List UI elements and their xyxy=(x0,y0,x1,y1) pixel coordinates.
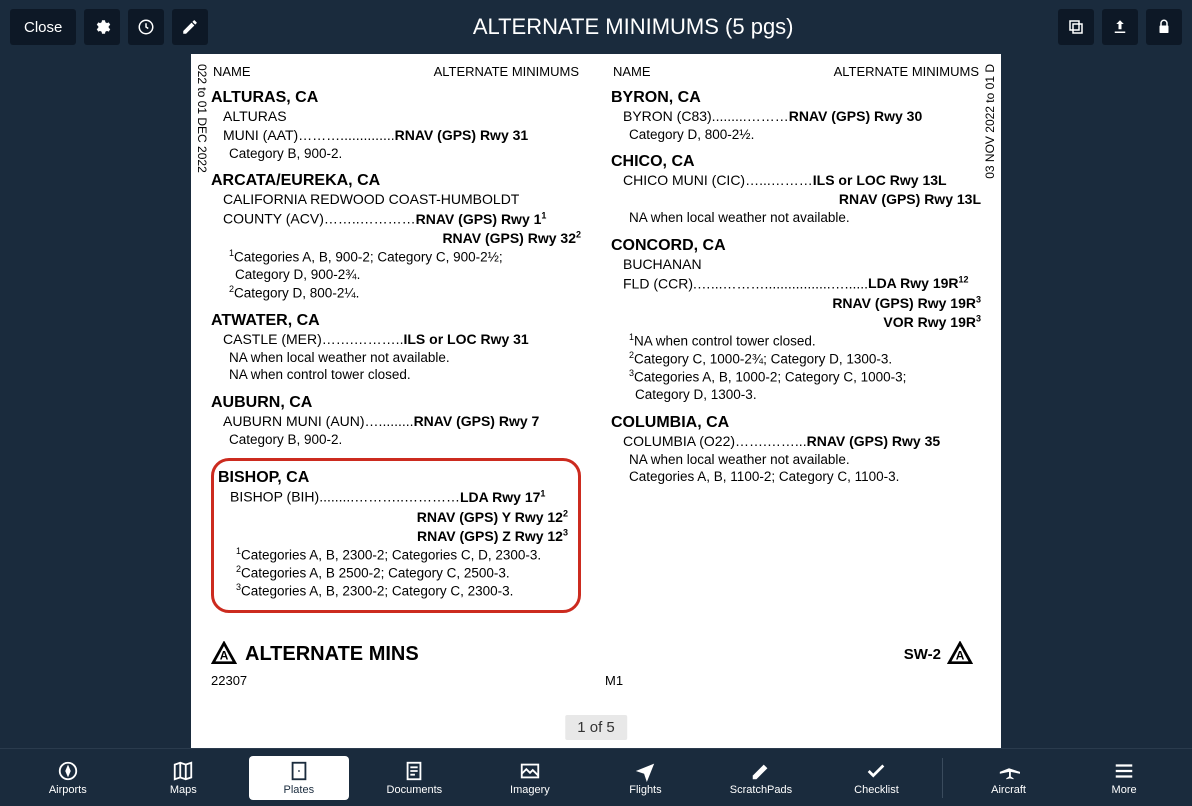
close-button[interactable]: Close xyxy=(10,9,76,45)
left-column: NAME ALTERNATE MINIMUMS ALTURAS, CA ALTUR… xyxy=(211,64,581,613)
tab-flights[interactable]: Flights xyxy=(595,756,695,800)
share-icon xyxy=(1111,18,1129,36)
bottom-nav: Airports Maps Plates Documents Imagery F… xyxy=(0,748,1192,806)
settings-button[interactable] xyxy=(84,9,120,45)
copy-button[interactable] xyxy=(1058,9,1094,45)
gear-icon xyxy=(93,18,111,36)
edit-button[interactable] xyxy=(172,9,208,45)
entry-arcata: ARCATA/EUREKA, CA CALIFORNIA REDWOOD COA… xyxy=(211,172,581,302)
aircraft-icon xyxy=(997,760,1021,782)
lock-icon xyxy=(1155,18,1173,36)
entry-byron: BYRON, CA BYRON (C83).........………RNAV (G… xyxy=(611,89,981,143)
col-name-label: NAME xyxy=(213,64,251,79)
check-icon xyxy=(864,760,888,782)
share-button[interactable] xyxy=(1102,9,1138,45)
tab-more[interactable]: More xyxy=(1074,756,1174,800)
clock-icon xyxy=(137,18,155,36)
map-icon xyxy=(171,760,195,782)
topbar: Close ALTERNATE MINIMUMS (5 pgs) xyxy=(0,0,1192,54)
history-button[interactable] xyxy=(128,9,164,45)
city-name: ALTURAS, CA xyxy=(211,89,581,107)
tab-plates[interactable]: Plates xyxy=(249,756,349,800)
tab-checklist[interactable]: Checklist xyxy=(826,756,926,800)
entry-alturas: ALTURAS, CA ALTURAS MUNI (AAT)……….......… xyxy=(211,89,581,162)
entry-columbia: COLUMBIA, CA COLUMBIA (O22)…….……...RNAV … xyxy=(611,414,981,486)
menu-icon xyxy=(1112,760,1136,782)
plates-icon xyxy=(287,760,311,782)
tab-imagery[interactable]: Imagery xyxy=(480,756,580,800)
document-viewer[interactable]: 022 to 01 DEC 2022 03 NOV 2022 to 01 D N… xyxy=(0,54,1192,748)
tab-aircraft[interactable]: Aircraft xyxy=(959,756,1059,800)
svg-text:A: A xyxy=(956,649,965,663)
documents-icon xyxy=(402,760,426,782)
triangle-a-icon: A xyxy=(947,641,973,667)
entry-bishop-highlighted: BISHOP, CA BISHOP (BIH).........………..………… xyxy=(211,458,581,613)
pencil-icon xyxy=(181,18,199,36)
date-range-left: 022 to 01 DEC 2022 xyxy=(195,64,209,173)
tab-scratchpads[interactable]: ScratchPads xyxy=(711,756,811,800)
plane-icon xyxy=(633,760,657,782)
page-title: ALTERNATE MINIMUMS (5 pgs) xyxy=(208,14,1058,40)
nav-divider xyxy=(942,758,943,798)
copy-icon xyxy=(1067,18,1085,36)
entry-chico: CHICO, CA CHICO MUNI (CIC)…...………ILS or … xyxy=(611,153,981,226)
entry-auburn: AUBURN, CA AUBURN MUNI (AUN)….........RN… xyxy=(211,394,581,448)
triangle-a-icon: A xyxy=(211,641,237,667)
page-indicator: 1 of 5 xyxy=(565,715,627,740)
svg-text:A: A xyxy=(220,649,229,663)
col-alt-label: ALTERNATE MINIMUMS xyxy=(434,64,579,79)
tab-airports[interactable]: Airports xyxy=(18,756,118,800)
entry-concord: CONCORD, CA BUCHANAN FLD (CCR).…...………..… xyxy=(611,237,981,404)
tab-documents[interactable]: Documents xyxy=(364,756,464,800)
entry-atwater: ATWATER, CA CASTLE (MER)…….………..ILS or L… xyxy=(211,312,581,384)
document-page: 022 to 01 DEC 2022 03 NOV 2022 to 01 D N… xyxy=(191,54,1001,748)
footer-codes: 22307 M1 xyxy=(211,673,981,688)
pencil-icon xyxy=(749,760,773,782)
lock-button[interactable] xyxy=(1146,9,1182,45)
footer-row: A ALTERNATE MINS SW-2 A xyxy=(211,641,981,667)
tab-maps[interactable]: Maps xyxy=(133,756,233,800)
date-range-right: 03 NOV 2022 to 01 D xyxy=(983,64,997,179)
compass-icon xyxy=(56,760,80,782)
imagery-icon xyxy=(518,760,542,782)
right-column: NAMEALTERNATE MINIMUMS BYRON, CA BYRON (… xyxy=(611,64,981,613)
